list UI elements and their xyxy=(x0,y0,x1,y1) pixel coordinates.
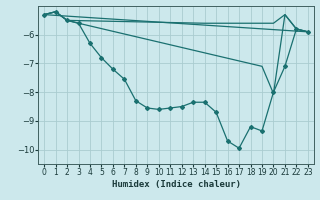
X-axis label: Humidex (Indice chaleur): Humidex (Indice chaleur) xyxy=(111,180,241,189)
